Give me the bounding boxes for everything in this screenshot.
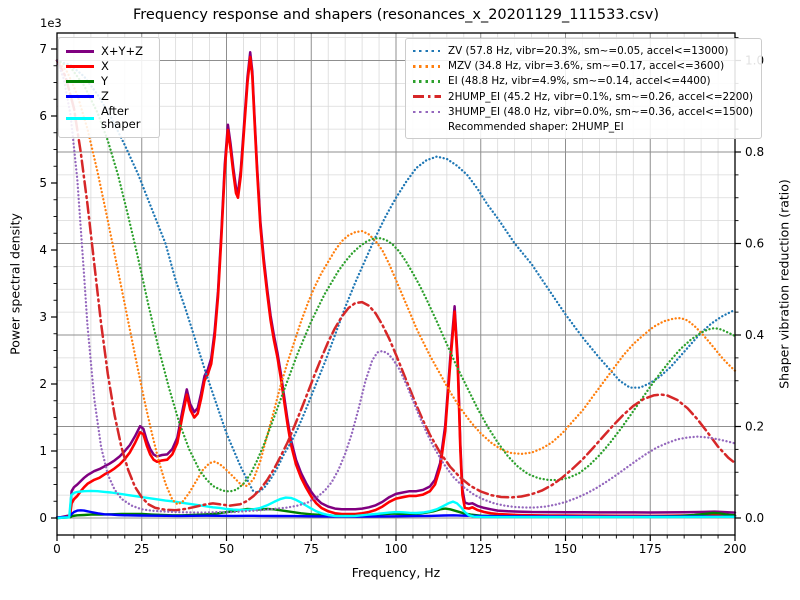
svg-text:125: 125	[469, 542, 492, 556]
svg-text:1: 1	[39, 444, 47, 458]
svg-text:200: 200	[724, 542, 747, 556]
svg-text:4: 4	[39, 243, 47, 257]
legend-item-xyz: X+Y+Z	[66, 45, 151, 58]
legend-note-recommended: Recommended shaper: 2HUMP_EI	[413, 120, 753, 134]
svg-text:150: 150	[554, 542, 577, 556]
y-axis-offset-label: 1e3	[40, 16, 62, 30]
svg-text:0.0: 0.0	[745, 511, 764, 525]
legend-blank-sample	[413, 126, 441, 129]
svg-text:5: 5	[39, 176, 47, 190]
legend-line-sample	[413, 80, 441, 83]
chart-title: Frequency response and shapers (resonanc…	[133, 7, 659, 23]
x-axis-label: Frequency, Hz	[351, 565, 441, 580]
legend-line-sample	[66, 116, 94, 120]
legend-line-sample	[66, 80, 94, 83]
left-y-axis-label: Power spectral density	[7, 213, 23, 355]
legend-item-3hump-ei: 3HUMP_EI (48.0 Hz, vibr=0.0%, sm~=0.36, …	[413, 105, 753, 119]
legend-item-2hump-ei: 2HUMP_EI (45.2 Hz, vibr=0.1%, sm~=0.26, …	[413, 90, 753, 104]
legend-line-sample	[66, 50, 94, 53]
legend-item-mzv: MZV (34.8 Hz, vibr=3.6%, sm~=0.17, accel…	[413, 59, 753, 73]
legend-line-sample	[413, 110, 441, 114]
psd-legend: X+Y+Z X Y Z After shaper	[58, 37, 160, 138]
legend-item-after-shaper: After shaper	[66, 105, 151, 131]
svg-text:6: 6	[39, 109, 47, 123]
svg-text:100: 100	[385, 542, 408, 556]
legend-item-x: X	[66, 60, 151, 73]
legend-item-ei: EI (48.8 Hz, vibr=4.9%, sm~=0.14, accel<…	[413, 74, 753, 88]
legend-item-z: Z	[66, 90, 151, 103]
svg-text:0: 0	[53, 542, 61, 556]
svg-text:75: 75	[304, 542, 319, 556]
svg-text:7: 7	[39, 42, 47, 56]
svg-text:0.4: 0.4	[745, 328, 764, 342]
svg-text:2: 2	[39, 377, 47, 391]
svg-text:0.6: 0.6	[745, 237, 764, 251]
legend-line-sample	[413, 95, 441, 98]
legend-line-sample	[66, 95, 94, 98]
svg-text:0.8: 0.8	[745, 145, 764, 159]
shaper-legend: ZV (57.8 Hz, vibr=20.3%, sm~=0.05, accel…	[405, 38, 763, 140]
legend-item-zv: ZV (57.8 Hz, vibr=20.3%, sm~=0.05, accel…	[413, 44, 753, 58]
svg-text:175: 175	[639, 542, 662, 556]
svg-text:0: 0	[39, 511, 47, 525]
legend-line-sample	[413, 64, 441, 68]
svg-text:25: 25	[134, 542, 149, 556]
legend-line-sample	[66, 65, 94, 68]
legend-line-sample	[413, 49, 441, 53]
right-y-axis-label: Shaper vibration reduction (ratio)	[776, 179, 792, 389]
legend-item-y: Y	[66, 75, 151, 88]
svg-text:0.2: 0.2	[745, 420, 764, 434]
svg-text:3: 3	[39, 310, 47, 324]
svg-text:50: 50	[219, 542, 234, 556]
